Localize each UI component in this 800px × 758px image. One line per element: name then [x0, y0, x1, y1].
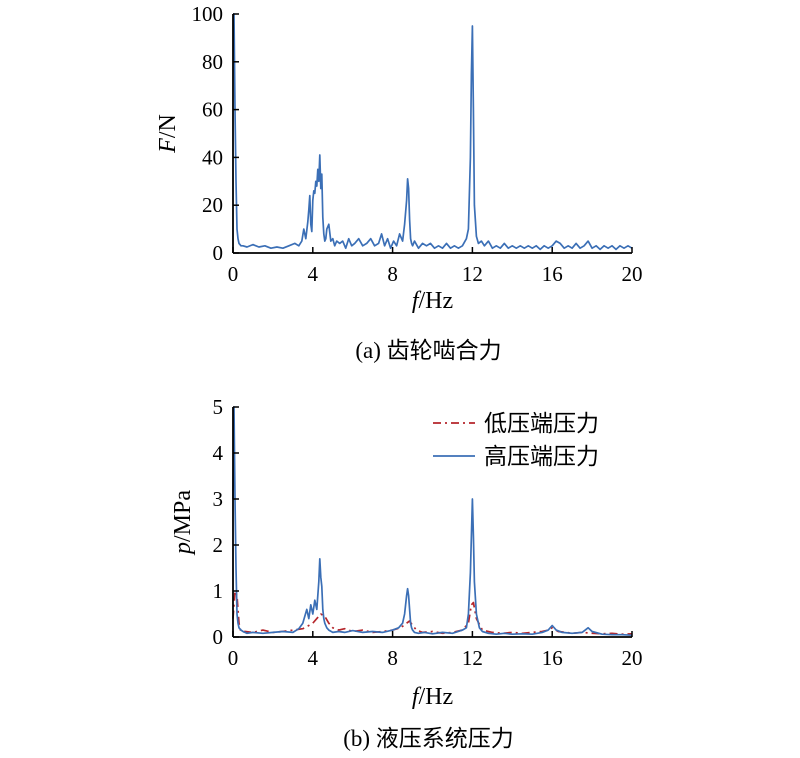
- y-tick-label: 40: [202, 145, 223, 169]
- x-tick-label: 12: [462, 646, 483, 670]
- panel-a-series-layer: [233, 13, 633, 251]
- panel-b-x-axis-unit: /Hz: [419, 684, 454, 710]
- y-tick-label: 2: [213, 533, 224, 557]
- panel-b-y-axis-unit: /MPa: [170, 490, 196, 542]
- panel-b-caption: (b) 液压系统压力: [343, 726, 514, 751]
- panel-b-y-axis-label: p/MPa: [170, 490, 196, 556]
- x-tick-label: 0: [228, 262, 239, 286]
- x-tick-label: 16: [542, 262, 563, 286]
- panel-a-y-axis-unit: /N: [155, 114, 181, 138]
- legend-label-low-pressure: 低压端压力: [484, 411, 599, 436]
- x-tick-label: 8: [387, 646, 398, 670]
- panel-a-y-axis-label: F/N: [155, 114, 181, 154]
- x-tick-label: 16: [542, 646, 563, 670]
- y-tick-label: 20: [202, 193, 223, 217]
- legend-label-high-pressure: 高压端压力: [484, 444, 599, 469]
- y-tick-label: 80: [202, 50, 223, 74]
- x-tick-label: 0: [228, 646, 239, 670]
- panel-a-gear-meshing-force: 0 4 8 12 16 20 0 20 40 60 80 100 F/N f/Hz (a) 齿轮啮合力: [155, 2, 643, 363]
- y-tick-label: 3: [213, 487, 224, 511]
- panel-a-y-axis-variable: F: [155, 138, 181, 154]
- panel-a-x-axis-unit: /Hz: [419, 288, 454, 314]
- x-tick-label: 4: [308, 262, 319, 286]
- panel-a-x-axis-variable: f: [412, 288, 422, 314]
- panel-b-legend: 低压端压力 高压端压力: [433, 411, 599, 469]
- x-tick-label: 20: [622, 646, 643, 670]
- y-tick-label: 0: [213, 625, 224, 649]
- y-tick-label: 100: [192, 2, 224, 26]
- panel-b-series-layer: [232, 406, 633, 637]
- panel-b-y-axis-variable: p: [170, 542, 196, 556]
- y-tick-label: 4: [213, 441, 224, 465]
- y-tick-label: 0: [213, 241, 224, 265]
- panel-a-ticks-layer: 0 4 8 12 16 20 0 20 40 60 80 100: [192, 2, 643, 286]
- y-tick-label: 1: [213, 579, 224, 603]
- x-tick-label: 12: [462, 262, 483, 286]
- series-line: [233, 13, 633, 251]
- series-line-1: [232, 406, 633, 637]
- series-line-0: [232, 590, 633, 636]
- panel-a-x-axis-label: f/Hz: [412, 288, 453, 314]
- x-tick-label: 4: [308, 646, 319, 670]
- panel-b-x-axis-label: f/Hz: [412, 684, 453, 710]
- panel-a-caption: (a) 齿轮啮合力: [355, 338, 501, 363]
- x-tick-label: 8: [387, 262, 398, 286]
- panel-b-x-axis-variable: f: [412, 684, 422, 710]
- y-tick-label: 5: [213, 395, 224, 419]
- y-tick-label: 60: [202, 98, 223, 122]
- x-tick-label: 20: [622, 262, 643, 286]
